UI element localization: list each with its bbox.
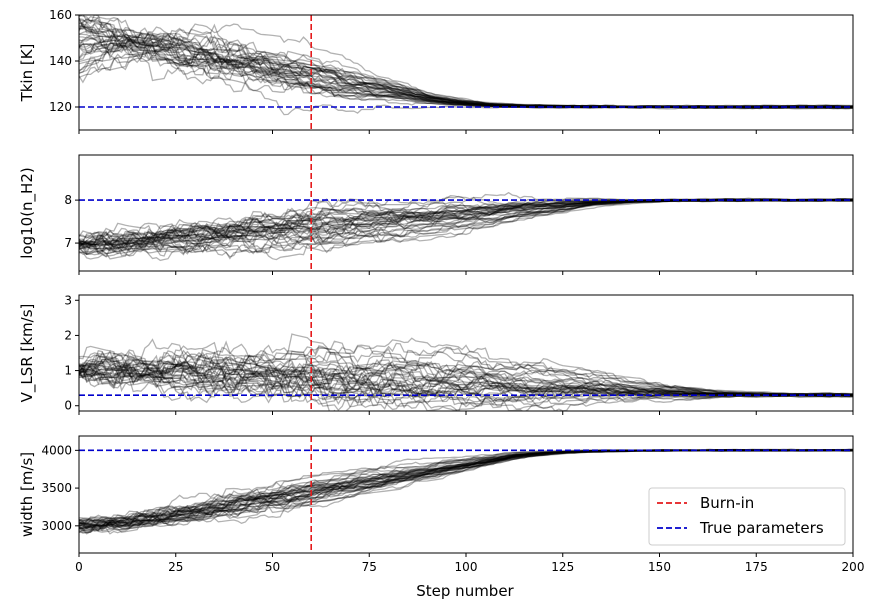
panel-4: 3000 3500 4000 0 25 50 75 100 125 150 175 200 width … <box>18 435 865 574</box>
walker-trace <box>79 449 853 534</box>
walker-trace <box>79 349 853 404</box>
walker-traces <box>79 333 853 411</box>
panel-3: 0 1 2 3 V_LSR [km/s] <box>18 293 854 415</box>
panels-group: 120 140 160 Tkin [K] 7 8 log10(n_H2) 0 1 2 3 V_LSR … <box>18 8 864 574</box>
walker-trace <box>79 345 853 397</box>
walker-trace <box>79 359 853 409</box>
walker-trace <box>79 365 853 411</box>
walker-trace <box>79 355 853 411</box>
walker-trace <box>79 350 853 398</box>
walker-trace <box>79 197 853 255</box>
walker-trace <box>79 27 853 109</box>
walker-trace <box>79 199 853 258</box>
panel-frame <box>78 14 854 131</box>
y-axis-label: log10(n_H2) <box>18 167 37 259</box>
walker-trace <box>79 358 853 396</box>
y-tick-label: 1 <box>64 364 72 378</box>
walker-trace <box>79 349 853 400</box>
walker-trace <box>79 191 853 245</box>
walker-trace <box>79 197 853 260</box>
walker-trace <box>79 45 853 108</box>
y-tick-label: 140 <box>49 54 72 68</box>
walker-trace <box>79 41 853 109</box>
walker-traces <box>79 15 853 116</box>
panel-2: 7 8 log10(n_H2) <box>18 154 854 275</box>
y-tick-label: 3000 <box>41 519 72 533</box>
walker-trace <box>79 349 853 396</box>
y-axis-label: width [m/s] <box>18 452 36 537</box>
x-tick-label: 150 <box>648 560 671 574</box>
walker-trace <box>79 351 853 398</box>
walker-trace <box>79 197 853 246</box>
x-axis-label: Step number <box>416 582 514 600</box>
x-tick-label: 75 <box>362 560 377 574</box>
legend-label: True parameters <box>699 519 824 537</box>
walker-trace <box>79 344 853 397</box>
walker-trace <box>79 28 853 109</box>
walker-trace <box>79 333 853 397</box>
x-tick-label: 100 <box>455 560 478 574</box>
walker-trace <box>79 340 853 396</box>
x-tick-label: 25 <box>168 560 183 574</box>
walker-trace <box>79 351 853 400</box>
walker-trace <box>79 363 853 396</box>
walker-trace <box>79 46 853 110</box>
walker-trace <box>79 346 853 398</box>
walker-trace <box>79 37 853 108</box>
x-tick-label: 175 <box>745 560 768 574</box>
y-tick-label: 120 <box>49 100 72 114</box>
panel-1: 120 140 160 Tkin [K] <box>18 8 854 134</box>
walker-trace <box>79 30 853 109</box>
legend: Burn-in True parameters <box>648 487 846 546</box>
walker-trace <box>79 23 853 109</box>
x-tick-label: 0 <box>75 560 83 574</box>
walker-trace <box>79 356 853 397</box>
legend-label: Burn-in <box>700 494 754 512</box>
x-tick-label: 50 <box>265 560 280 574</box>
walker-trace <box>79 353 853 411</box>
walker-trace <box>79 367 853 405</box>
y-axis-label: Tkin [K] <box>18 44 36 103</box>
x-tick-label: 125 <box>551 560 574 574</box>
walker-trace <box>79 198 853 244</box>
legend-box <box>648 487 846 546</box>
walker-traces <box>79 191 853 262</box>
walker-trace <box>79 361 853 409</box>
walker-trace <box>79 27 853 109</box>
walker-trace <box>79 338 853 396</box>
y-tick-label: 160 <box>49 8 72 22</box>
y-tick-label: 3500 <box>41 481 72 495</box>
walker-trace <box>79 37 853 110</box>
walker-trace <box>79 337 853 398</box>
y-tick-label: 8 <box>64 193 72 207</box>
walker-trace <box>79 33 853 110</box>
walker-trace <box>79 363 853 396</box>
y-tick-label: 3 <box>64 293 72 307</box>
y-axis-label: V_LSR [km/s] <box>18 304 37 403</box>
walker-trace <box>79 358 853 397</box>
y-tick-label: 7 <box>64 236 72 250</box>
walker-trace <box>79 36 853 110</box>
walker-trace <box>79 198 853 252</box>
x-tick-label: 200 <box>842 560 865 574</box>
y-tick-label: 2 <box>64 328 72 342</box>
walker-trace <box>79 35 853 109</box>
y-tick-label: 0 <box>64 399 72 413</box>
y-tick-label: 4000 <box>41 443 72 457</box>
walker-trace <box>79 354 853 396</box>
